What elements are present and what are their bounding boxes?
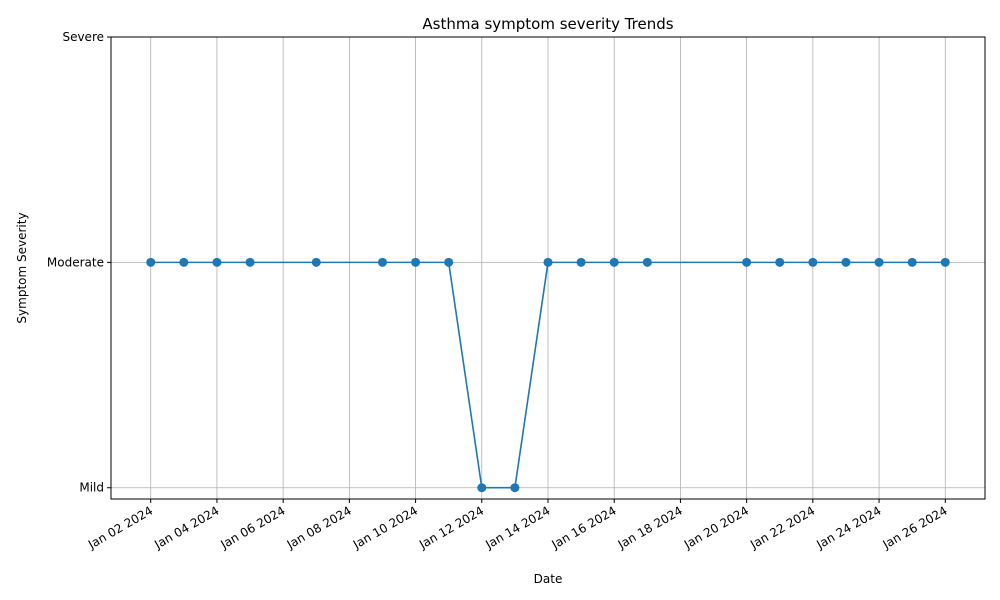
data-point <box>212 257 222 267</box>
chart-title: Asthma symptom severity Trends <box>422 15 673 33</box>
data-point <box>642 257 652 267</box>
data-point <box>311 257 321 267</box>
x-tick-label: Jan 04 2024 <box>151 503 221 552</box>
data-point <box>841 257 851 267</box>
x-tick-label: Jan 12 2024 <box>416 503 486 552</box>
data-point <box>444 257 454 267</box>
data-point <box>775 257 785 267</box>
x-tick-label: Jan 18 2024 <box>615 503 685 552</box>
data-point <box>411 257 421 267</box>
x-tick-label: Jan 20 2024 <box>681 503 751 552</box>
x-tick-label: Jan 06 2024 <box>217 503 287 552</box>
x-tick-label: Jan 10 2024 <box>350 503 420 552</box>
data-point <box>146 257 156 267</box>
data-point <box>377 257 387 267</box>
x-tick-label: Jan 22 2024 <box>747 503 817 552</box>
data-point <box>907 257 917 267</box>
data-point <box>808 257 818 267</box>
x-tick-label: Jan 26 2024 <box>880 503 950 552</box>
y-axis-ticks: Mild Moderate Severe <box>47 30 111 495</box>
x-tick-label: Jan 24 2024 <box>813 503 883 552</box>
data-point <box>742 257 752 267</box>
x-axis-label: Date <box>534 572 563 586</box>
data-point <box>477 483 487 493</box>
data-point <box>940 257 950 267</box>
x-tick-label: Jan 08 2024 <box>284 503 354 552</box>
y-tick-label: Mild <box>79 481 104 495</box>
data-point <box>245 257 255 267</box>
x-tick-label: Jan 14 2024 <box>482 503 552 552</box>
data-point <box>179 257 189 267</box>
data-point <box>874 257 884 267</box>
grid-layer <box>111 36 985 499</box>
data-point <box>543 257 553 267</box>
x-tick-label: Jan 16 2024 <box>549 503 619 552</box>
y-axis-label: Symptom Severity <box>15 212 29 323</box>
x-tick-label: Jan 02 2024 <box>85 503 155 552</box>
series-layer <box>146 257 950 493</box>
data-point <box>609 257 619 267</box>
data-point <box>576 257 586 267</box>
data-point <box>510 483 520 493</box>
y-tick-label: Severe <box>62 30 104 44</box>
y-tick-label: Moderate <box>47 255 104 269</box>
